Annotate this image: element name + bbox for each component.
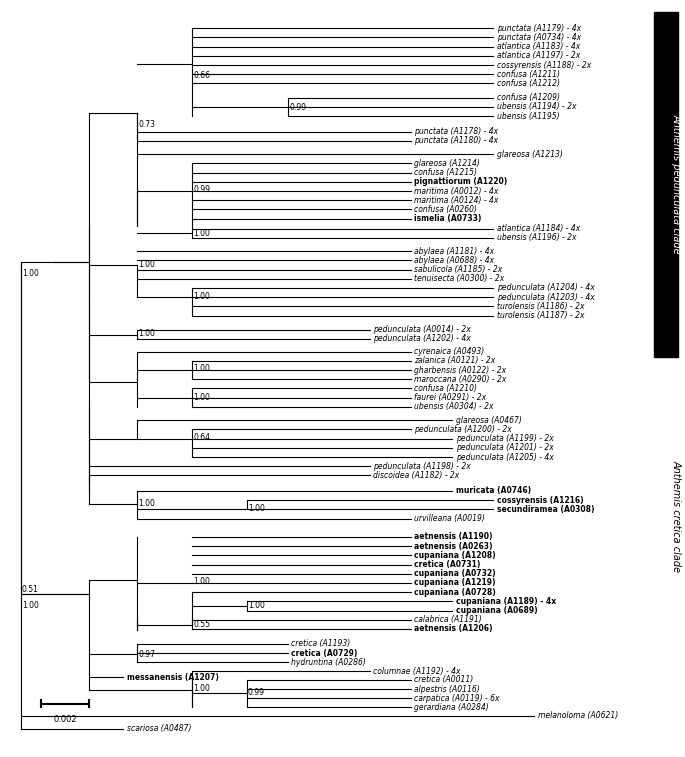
Text: pedunculata (A1200) - 2x: pedunculata (A1200) - 2x [414, 425, 512, 434]
Text: confusa (A0260): confusa (A0260) [414, 205, 477, 214]
Text: 0.99: 0.99 [193, 185, 210, 195]
Text: 0.99: 0.99 [289, 103, 306, 112]
Text: faurei (A0291) - 2x: faurei (A0291) - 2x [414, 393, 486, 402]
Text: melanoloma (A0621): melanoloma (A0621) [538, 712, 618, 721]
Text: atlantica (A1197) - 2x: atlantica (A1197) - 2x [497, 51, 580, 61]
Text: scariosa (A0487): scariosa (A0487) [127, 724, 191, 734]
Text: cretica (A0729): cretica (A0729) [291, 649, 358, 658]
Text: Anthemis pedunculata clade: Anthemis pedunculata clade [672, 114, 682, 254]
Text: punctata (A1179) - 4x: punctata (A1179) - 4x [497, 23, 581, 33]
Text: punctata (A1180) - 4x: punctata (A1180) - 4x [414, 136, 499, 145]
Text: glareosa (A1214): glareosa (A1214) [414, 159, 480, 168]
Text: 1.00: 1.00 [193, 578, 210, 587]
Bar [654, 12, 678, 357]
Text: discoidea (A1182) - 2x: discoidea (A1182) - 2x [373, 471, 460, 480]
Text: punctata (A1178) - 4x: punctata (A1178) - 4x [414, 127, 499, 136]
Text: 0.51: 0.51 [22, 585, 39, 594]
Text: pedunculata (A1199) - 2x: pedunculata (A1199) - 2x [456, 434, 553, 443]
Text: cupaniana (A0732): cupaniana (A0732) [414, 569, 496, 578]
Text: muricata (A0746): muricata (A0746) [456, 487, 531, 496]
Text: ubensis (A1196) - 2x: ubensis (A1196) - 2x [497, 233, 576, 242]
Text: carpatica (A0119) - 6x: carpatica (A0119) - 6x [414, 693, 500, 702]
Text: confusa (A1215): confusa (A1215) [414, 168, 477, 177]
Text: cretica (A0011): cretica (A0011) [414, 675, 473, 684]
Text: maritima (A0124) - 4x: maritima (A0124) - 4x [414, 196, 499, 204]
Text: calabrica (A1191): calabrica (A1191) [414, 615, 482, 625]
Text: zalanica (A0121) - 2x: zalanica (A0121) - 2x [414, 357, 496, 366]
Text: maroccana (A0290) - 2x: maroccana (A0290) - 2x [414, 375, 507, 384]
Text: 1.00: 1.00 [193, 229, 210, 238]
Bar [654, 360, 678, 674]
Text: abylaea (A1181) - 4x: abylaea (A1181) - 4x [414, 247, 495, 256]
Text: 1.00: 1.00 [22, 601, 39, 610]
Text: cupaniana (A0689): cupaniana (A0689) [456, 606, 537, 615]
Text: columnae (A1192) - 4x: columnae (A1192) - 4x [373, 667, 461, 676]
Text: 0.73: 0.73 [138, 120, 155, 129]
Text: turolensis (A1187) - 2x: turolensis (A1187) - 2x [497, 311, 584, 320]
Text: pedunculata (A0014) - 2x: pedunculata (A0014) - 2x [373, 326, 471, 334]
Text: 0.97: 0.97 [138, 650, 155, 659]
Text: ubensis (A1194) - 2x: ubensis (A1194) - 2x [497, 102, 576, 111]
Text: atlantica (A1183) - 4x: atlantica (A1183) - 4x [497, 42, 580, 51]
Text: 1.00: 1.00 [193, 393, 210, 402]
Text: urvilleana (A0019): urvilleana (A0019) [414, 514, 485, 523]
Text: 1.00: 1.00 [138, 499, 155, 508]
Text: pedunculata (A1198) - 2x: pedunculata (A1198) - 2x [373, 462, 471, 471]
Text: 1.00: 1.00 [248, 601, 265, 609]
Text: cossyrensis (A1216): cossyrensis (A1216) [497, 496, 583, 505]
Text: secundiramea (A0308): secundiramea (A0308) [497, 505, 594, 514]
Text: turolensis (A1186) - 2x: turolensis (A1186) - 2x [497, 302, 584, 311]
Text: 1.00: 1.00 [138, 329, 155, 338]
Text: glareosa (A1213): glareosa (A1213) [497, 150, 562, 159]
Text: aetnensis (A1206): aetnensis (A1206) [414, 625, 493, 634]
Text: ismelia (A0733): ismelia (A0733) [414, 214, 482, 223]
Text: Anthemis cretica clade: Anthemis cretica clade [672, 460, 682, 572]
Text: sabulicola (A1185) - 2x: sabulicola (A1185) - 2x [414, 265, 503, 274]
Text: messanensis (A1207): messanensis (A1207) [127, 672, 219, 681]
Text: ubensis (A0304) - 2x: ubensis (A0304) - 2x [414, 402, 494, 411]
Text: tenuisecta (A0300) - 2x: tenuisecta (A0300) - 2x [414, 274, 505, 283]
Text: 0.99: 0.99 [248, 688, 265, 697]
Text: pedunculata (A1204) - 4x: pedunculata (A1204) - 4x [497, 283, 595, 292]
Text: pedunculata (A1205) - 4x: pedunculata (A1205) - 4x [456, 453, 553, 462]
Text: maritima (A0012) - 4x: maritima (A0012) - 4x [414, 186, 499, 195]
Text: confusa (A1209): confusa (A1209) [497, 93, 560, 102]
Text: atlantica (A1184) - 4x: atlantica (A1184) - 4x [497, 224, 580, 233]
Text: confusa (A1211): confusa (A1211) [497, 70, 560, 79]
Text: pedunculata (A1201) - 2x: pedunculata (A1201) - 2x [456, 444, 553, 453]
Text: abylaea (A0688) - 4x: abylaea (A0688) - 4x [414, 256, 495, 265]
Text: aetnensis (A0263): aetnensis (A0263) [414, 542, 493, 550]
Text: glareosa (A0467): glareosa (A0467) [456, 416, 521, 425]
Text: alpestris (A0116): alpestris (A0116) [414, 684, 480, 693]
Text: confusa (A1210): confusa (A1210) [414, 384, 477, 393]
Text: 1.00: 1.00 [193, 364, 210, 373]
Text: pignattiorum (A1220): pignattiorum (A1220) [414, 177, 508, 186]
Text: cretica (A1193): cretica (A1193) [291, 640, 350, 648]
Text: pedunculata (A1202) - 4x: pedunculata (A1202) - 4x [373, 335, 471, 344]
Text: 0.55: 0.55 [193, 620, 210, 629]
Text: 1.00: 1.00 [22, 269, 39, 278]
Text: 0.64: 0.64 [193, 433, 210, 442]
Text: 1.00: 1.00 [193, 291, 210, 301]
Text: punctata (A0734) - 4x: punctata (A0734) - 4x [497, 33, 581, 42]
Text: ubensis (A1195): ubensis (A1195) [497, 111, 559, 120]
Text: aetnensis (A1190): aetnensis (A1190) [414, 532, 493, 541]
Text: cretica (A0731): cretica (A0731) [414, 560, 481, 569]
Text: pedunculata (A1203) - 4x: pedunculata (A1203) - 4x [497, 293, 595, 301]
Text: 1.00: 1.00 [248, 504, 265, 512]
Text: cupaniana (A1208): cupaniana (A1208) [414, 551, 496, 560]
Text: cupaniana (A0728): cupaniana (A0728) [414, 587, 496, 597]
Text: confusa (A1212): confusa (A1212) [497, 79, 560, 88]
Text: 1.00: 1.00 [193, 684, 210, 693]
Text: hydruntina (A0286): hydruntina (A0286) [291, 658, 366, 667]
Text: 0.002: 0.002 [53, 715, 77, 724]
Text: 0.66: 0.66 [193, 71, 210, 79]
Text: gharbensis (A0122) - 2x: gharbensis (A0122) - 2x [414, 366, 506, 375]
Text: cupaniana (A1219): cupaniana (A1219) [414, 578, 496, 587]
Text: 1.00: 1.00 [138, 260, 155, 269]
Text: cossyrensis (A1188) - 2x: cossyrensis (A1188) - 2x [497, 61, 591, 70]
Text: cupaniana (A1189) - 4x: cupaniana (A1189) - 4x [456, 597, 556, 606]
Text: cyrenaica (A0493): cyrenaica (A0493) [414, 347, 485, 356]
Text: gerardiana (A0284): gerardiana (A0284) [414, 703, 489, 712]
